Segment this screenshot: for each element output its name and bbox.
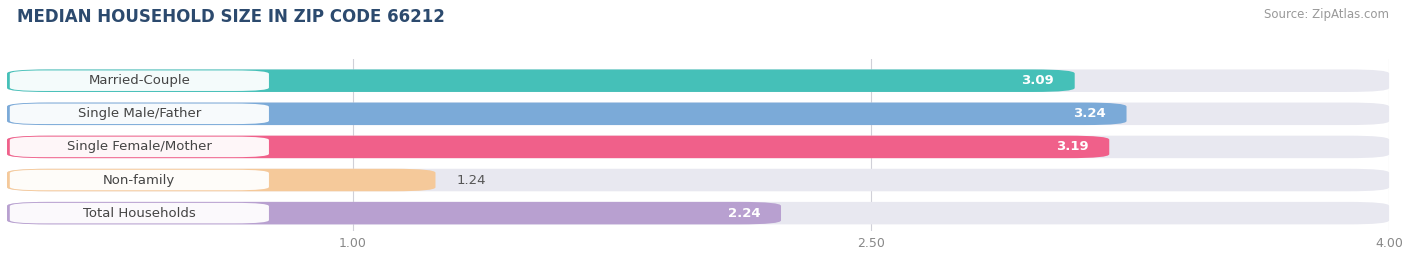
Text: Married-Couple: Married-Couple <box>89 74 190 87</box>
FancyBboxPatch shape <box>10 170 269 190</box>
FancyBboxPatch shape <box>7 169 1389 191</box>
FancyBboxPatch shape <box>7 136 1389 158</box>
FancyBboxPatch shape <box>10 70 269 91</box>
Text: 3.24: 3.24 <box>1073 107 1105 120</box>
Text: 2.24: 2.24 <box>728 207 761 220</box>
FancyBboxPatch shape <box>7 69 1389 92</box>
Text: Total Households: Total Households <box>83 207 195 220</box>
FancyBboxPatch shape <box>7 102 1389 125</box>
Text: Single Female/Mother: Single Female/Mother <box>67 140 212 153</box>
FancyBboxPatch shape <box>10 203 269 223</box>
FancyBboxPatch shape <box>7 69 1074 92</box>
FancyBboxPatch shape <box>10 104 269 124</box>
Text: Non-family: Non-family <box>103 174 176 186</box>
Text: MEDIAN HOUSEHOLD SIZE IN ZIP CODE 66212: MEDIAN HOUSEHOLD SIZE IN ZIP CODE 66212 <box>17 8 444 26</box>
FancyBboxPatch shape <box>10 137 269 157</box>
FancyBboxPatch shape <box>7 136 1109 158</box>
FancyBboxPatch shape <box>7 102 1126 125</box>
FancyBboxPatch shape <box>7 202 1389 224</box>
FancyBboxPatch shape <box>7 202 780 224</box>
Text: 3.19: 3.19 <box>1056 140 1088 153</box>
Text: 3.09: 3.09 <box>1021 74 1054 87</box>
FancyBboxPatch shape <box>7 169 436 191</box>
Text: 1.24: 1.24 <box>456 174 485 186</box>
Text: Single Male/Father: Single Male/Father <box>77 107 201 120</box>
Text: Source: ZipAtlas.com: Source: ZipAtlas.com <box>1264 8 1389 21</box>
